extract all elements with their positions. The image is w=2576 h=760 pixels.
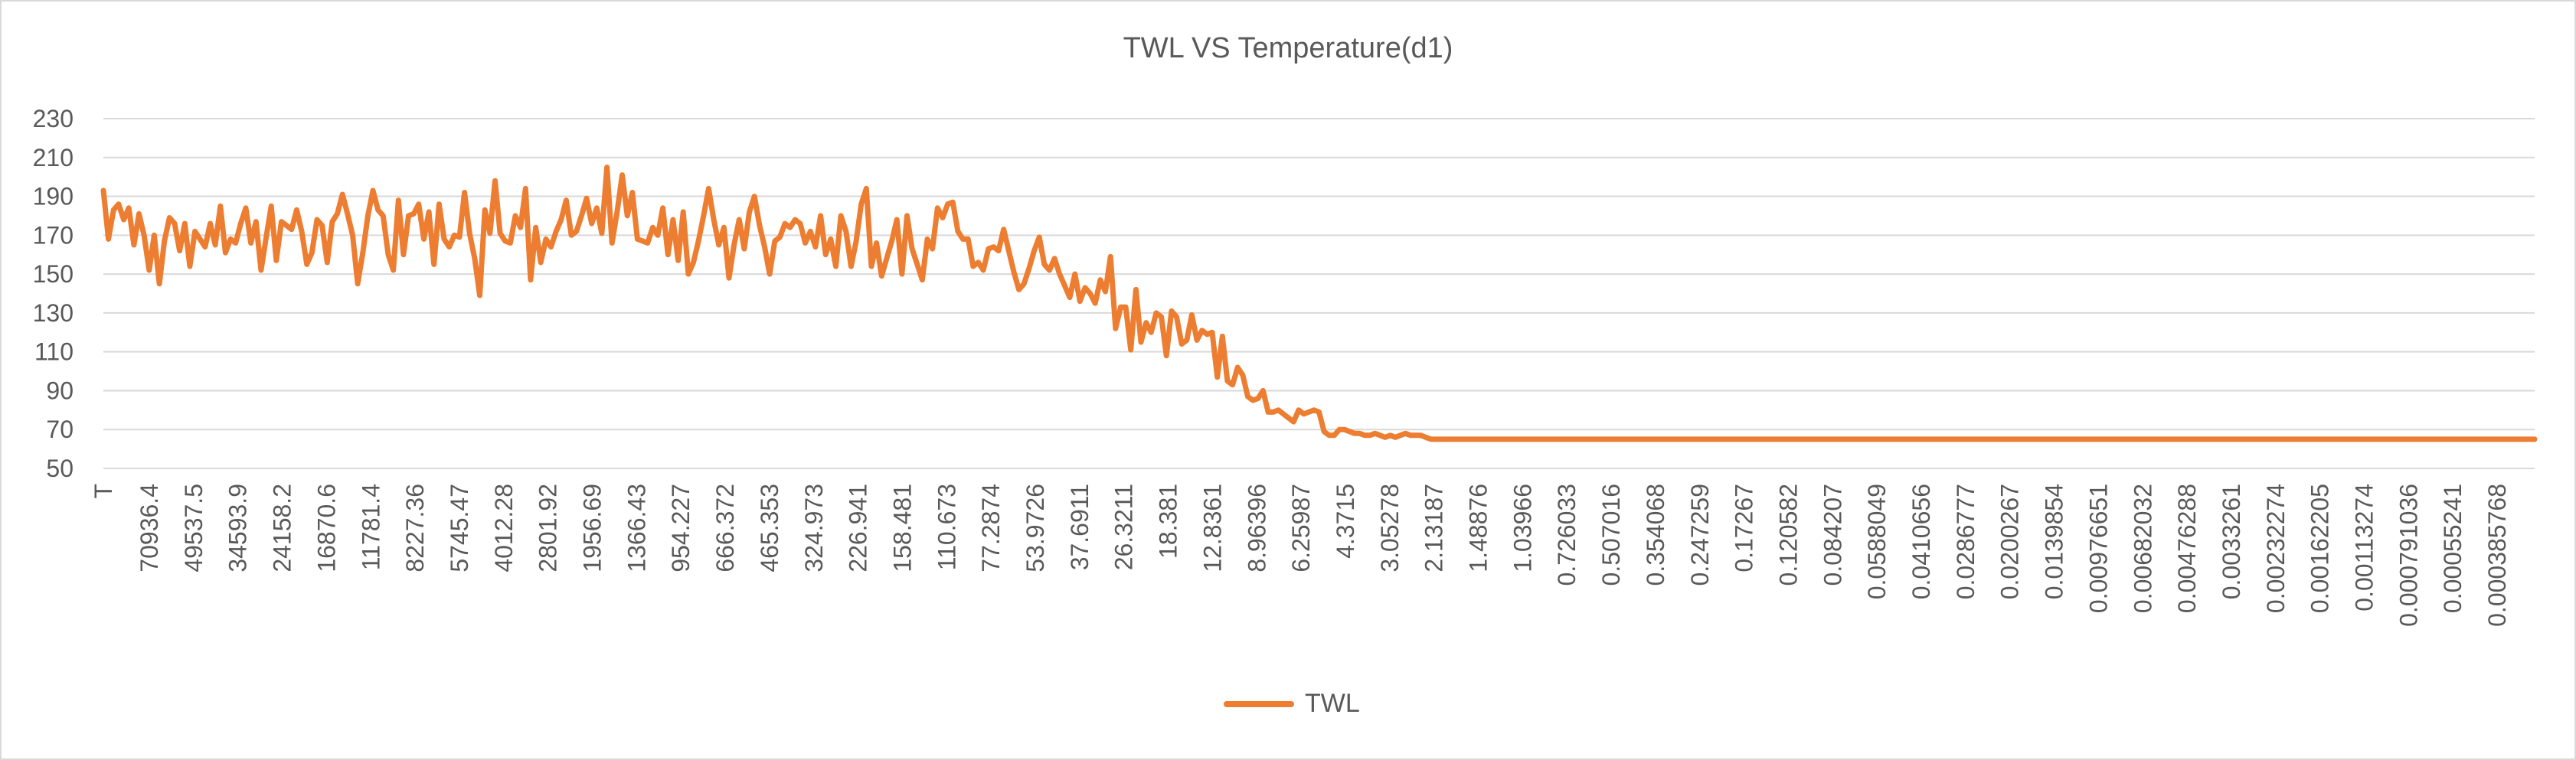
x-tick-label: 158.481: [888, 484, 916, 572]
x-tick-label: 1.48876: [1465, 484, 1492, 572]
x-tick-label: 0.0410656: [1907, 484, 1935, 599]
x-tick-label: 26.3211: [1110, 484, 1138, 570]
x-tick-label: 0.00682032: [2129, 484, 2156, 613]
y-axis-ticks: 50 70 90 110 130 150 170 190 210 230: [33, 105, 74, 482]
y-tick-label: 50: [46, 455, 74, 482]
x-tick-label: 8227.36: [401, 484, 429, 572]
x-tick-label: 0.00232274: [2262, 484, 2290, 613]
x-tick-label: 110.673: [933, 484, 960, 570]
x-tick-label: 0.00113274: [2351, 484, 2378, 612]
x-tick-label: 0.00476288: [2173, 484, 2201, 613]
x-axis-ticks: T 70936.4 49537.5 34593.9 24158.2 16870.6 1178…: [90, 484, 2511, 627]
x-tick-label: 11781.4: [357, 484, 384, 570]
y-tick-label: 90: [46, 377, 74, 404]
x-tick-label: 0.0286777: [1952, 484, 1979, 599]
series-group: [100, 165, 2538, 442]
legend-label-twl: TWL: [1305, 689, 1360, 718]
x-tick-label: 12.8361: [1198, 484, 1226, 572]
x-tick-label: 5745.47: [446, 484, 473, 572]
y-tick-label: 130: [33, 299, 74, 327]
x-tick-label: 0.00055241: [2439, 484, 2466, 613]
x-tick-label: 465.353: [756, 484, 783, 572]
x-tick-label: 0.507016: [1597, 484, 1625, 585]
x-tick-label: 34593.9: [224, 484, 252, 572]
chart-title: TWL VS Temperature(d1): [1123, 32, 1453, 64]
legend-swatch-twl: [1224, 700, 1294, 707]
x-tick-label: 0.120582: [1774, 484, 1802, 585]
x-tick-label: 49537.5: [180, 484, 208, 572]
x-tick-label: 226.941: [845, 484, 872, 572]
x-tick-label: 0.000385768: [2483, 484, 2511, 627]
x-tick-label: 2.13187: [1420, 484, 1448, 572]
x-tick-label: 1366.43: [623, 484, 650, 572]
x-tick-label: 954.227: [667, 484, 695, 572]
series-line-twl: [100, 165, 2538, 442]
x-tick-label: 18.381: [1155, 484, 1182, 559]
x-tick-label: 3.05278: [1376, 484, 1404, 572]
x-tick-label: 77.2874: [977, 484, 1005, 572]
y-tick-label: 150: [33, 260, 74, 288]
y-tick-label: 230: [33, 105, 74, 132]
x-tick-label: 2801.92: [534, 484, 562, 572]
x-tick-label: 37.6911: [1066, 484, 1093, 570]
x-tick-label: 0.0033261: [2218, 484, 2245, 599]
y-tick-label: 110: [34, 338, 74, 366]
x-tick-label: 0.247259: [1686, 484, 1714, 585]
x-tick-label: 0.17267: [1731, 484, 1758, 572]
x-tick-label: 4012.28: [490, 484, 518, 572]
x-tick-label: 0.084207: [1819, 484, 1846, 585]
legend: TWL: [1224, 689, 1360, 719]
x-tick-label: 1956.69: [579, 484, 606, 572]
x-tick-label: 53.9726: [1022, 484, 1049, 572]
x-tick-label: 666.372: [711, 484, 739, 572]
y-tick-label: 210: [33, 144, 74, 171]
x-tick-label: 0.0588049: [1863, 484, 1891, 599]
x-tick-label: 0.726033: [1553, 484, 1581, 585]
y-tick-label: 190: [33, 183, 74, 210]
x-tick-label: 324.973: [800, 484, 828, 572]
y-tick-label: 70: [46, 416, 74, 443]
x-tick-label: T: [90, 484, 117, 499]
x-tick-label: 24158.2: [269, 484, 296, 572]
x-tick-label: 0.354068: [1642, 484, 1669, 585]
x-tick-label: 8.96396: [1243, 484, 1270, 572]
x-tick-label: 0.00976651: [2084, 484, 2112, 613]
x-tick-label: 1.03966: [1509, 484, 1536, 572]
x-tick-label: 16870.6: [312, 484, 340, 572]
x-tick-label: 0.0139854: [2041, 484, 2068, 599]
y-tick-label: 170: [33, 221, 74, 249]
x-tick-label: 0.0200267: [1996, 484, 2024, 599]
x-tick-label: 70936.4: [136, 484, 163, 572]
gridlines: [103, 118, 2535, 469]
x-tick-label: 6.25987: [1287, 484, 1315, 572]
x-tick-label: 4.3715: [1332, 484, 1359, 559]
x-tick-label: 0.000791036: [2395, 484, 2422, 627]
x-tick-label: 0.00162205: [2306, 484, 2334, 613]
